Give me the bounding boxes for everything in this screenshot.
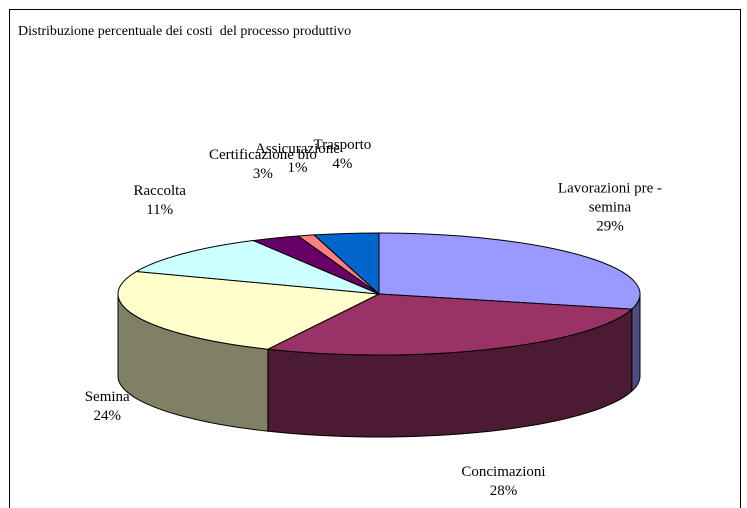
value-label: 28% xyxy=(489,483,518,500)
data-label: Raccolta 11% xyxy=(133,182,185,220)
category-label: Semina xyxy=(84,389,130,406)
slice xyxy=(378,232,641,310)
category-label: Trasporto xyxy=(313,136,372,153)
value-label: 4% xyxy=(332,155,353,172)
value-label: 11% xyxy=(146,202,174,219)
data-label: Assicurazione 1% xyxy=(255,140,340,178)
category-label: Assicurazione xyxy=(254,141,340,158)
value-label: 3% xyxy=(252,166,273,183)
slice xyxy=(312,232,380,296)
slice xyxy=(117,271,381,350)
value-label: 29% xyxy=(596,218,624,235)
category-label: Lavorazioni pre - semina xyxy=(557,180,663,216)
value-label: 24% xyxy=(93,408,121,425)
chart-title: Distribuzione percentuale dei costi del … xyxy=(18,24,352,39)
category-label: Concimazioni xyxy=(461,464,546,481)
category-label: Certificazione bio xyxy=(208,147,317,164)
data-label: Certificazione bio 3% xyxy=(209,146,317,184)
value-label: 1% xyxy=(287,160,308,177)
data-label: Concimazioni 28% xyxy=(461,463,545,501)
data-label: Trasporto 4% xyxy=(313,136,371,174)
category-label: Raccolta xyxy=(133,183,186,200)
pie xyxy=(117,232,641,438)
slice xyxy=(134,240,380,295)
slice xyxy=(266,293,634,356)
data-label: Lavorazioni pre - semina 29% xyxy=(546,180,674,237)
data-label: Semina 24% xyxy=(85,388,130,426)
